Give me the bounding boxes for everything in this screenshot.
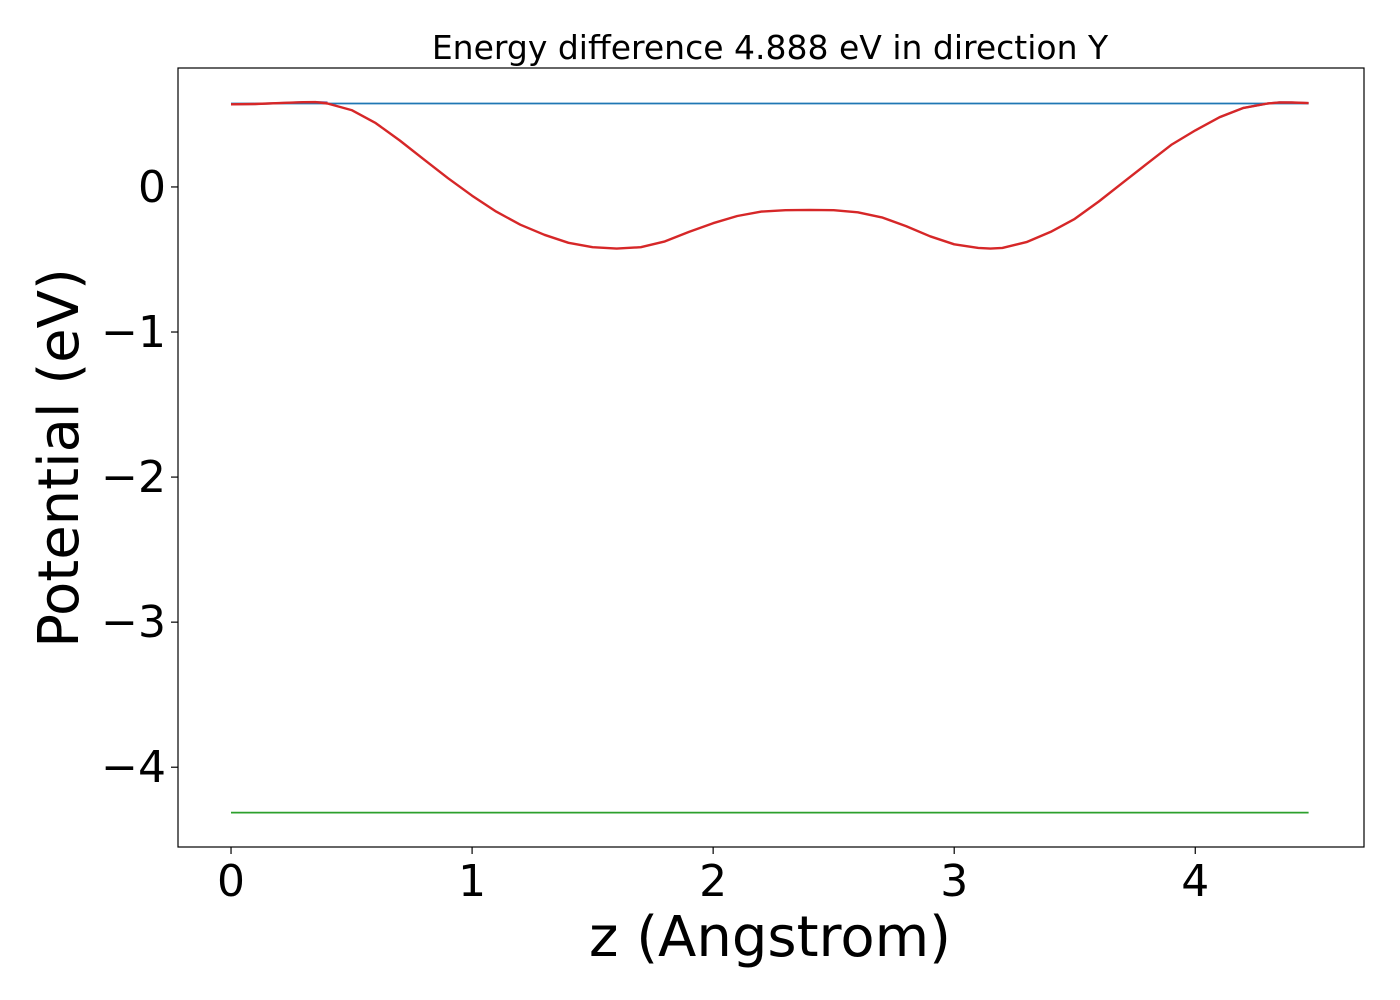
x-tick-label: 1 (458, 856, 486, 907)
x-tick-label: 3 (940, 856, 968, 907)
plot-area-frame (177, 67, 1365, 848)
x-axis-label: z (Angstrom) (589, 905, 951, 970)
y-tick-label: −4 (101, 742, 166, 793)
y-axis-ticks: 0 −1 −2 −3 −4 (101, 162, 178, 793)
y-tick-label: −1 (101, 307, 166, 358)
x-axis-ticks: 0 1 2 3 4 (217, 847, 1209, 907)
y-tick-label: −3 (101, 597, 166, 648)
y-tick-label: 0 (138, 162, 166, 213)
x-tick-label: 4 (1181, 856, 1209, 907)
x-tick-label: 0 (217, 856, 245, 907)
series-layer (230, 100, 1309, 814)
series-line-3 (230, 100, 1309, 250)
y-tick-label: −2 (101, 452, 166, 503)
x-tick-label: 2 (699, 856, 727, 907)
y-axis-label: Potential (eV) (27, 268, 92, 648)
chart-title: Energy difference 4.888 eV in direction … (432, 28, 1109, 67)
